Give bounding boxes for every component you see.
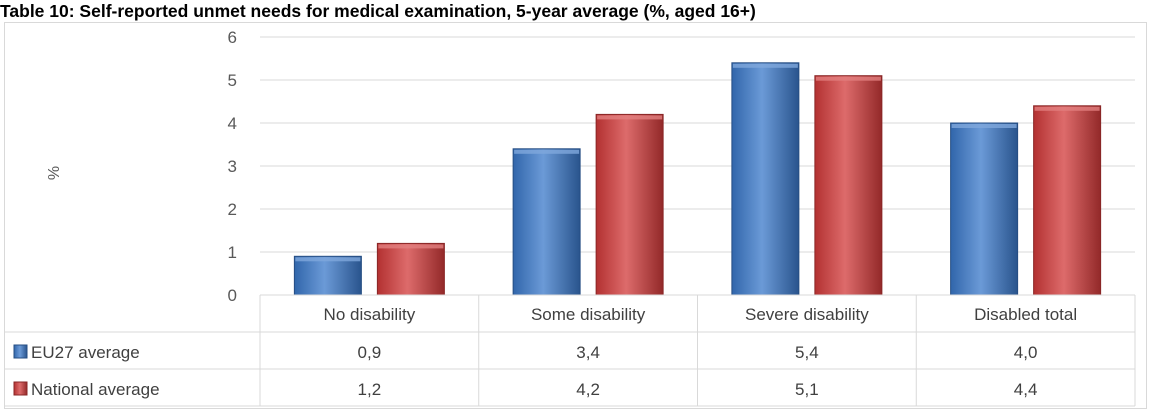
bar-bevel xyxy=(815,76,881,81)
data-label: 0,9 xyxy=(358,343,382,362)
data-label: 5,4 xyxy=(795,343,819,362)
chart-frame: 0 1 2 3 4 5 6% No disability Some disability Seve… xyxy=(4,22,1147,409)
category-label: Disabled total xyxy=(974,305,1077,324)
legend-key-0 xyxy=(13,344,28,359)
y-tick-label: 2 xyxy=(228,200,237,219)
y-tick-label: 3 xyxy=(228,157,237,176)
bar-eu27-0 xyxy=(293,255,362,296)
data-label: 4,0 xyxy=(1014,343,1038,362)
bar-bevel xyxy=(295,257,361,262)
category-label: Severe disability xyxy=(745,305,869,324)
bar-bevel xyxy=(514,149,580,154)
bar-eu27-3 xyxy=(950,122,1019,296)
data-label: 1,2 xyxy=(358,380,382,399)
bar-national-3 xyxy=(1033,105,1102,296)
bar-bevel xyxy=(378,244,444,249)
y-tick-label: 0 xyxy=(228,286,237,305)
chart-title: Table 10: Self-reported unmet needs for … xyxy=(0,1,756,21)
bar-bevel xyxy=(732,63,798,68)
bar-bevel xyxy=(597,115,663,120)
bar-bevel xyxy=(1034,106,1100,111)
category-label: Some disability xyxy=(531,305,646,324)
data-label: 5,1 xyxy=(795,380,819,399)
bar-chart: 0 1 2 3 4 5 6% No disability Some disability Seve… xyxy=(5,28,1136,407)
bar-national-0 xyxy=(376,242,445,296)
legend-label: EU27 average xyxy=(31,343,140,362)
bar-national-1 xyxy=(595,113,664,296)
bar-bevel xyxy=(951,124,1017,128)
data-label: 3,4 xyxy=(576,343,600,362)
bar-national-2 xyxy=(814,75,883,296)
y-tick-label: 1 xyxy=(228,243,237,262)
legend-key-1 xyxy=(13,381,28,396)
bar-eu27-2 xyxy=(731,62,800,296)
y-tick-label: 6 xyxy=(228,28,237,47)
bar-eu27-1 xyxy=(512,148,581,296)
category-label: No disability xyxy=(324,305,416,324)
y-axis-title: % xyxy=(46,166,63,180)
legend-label: National average xyxy=(31,380,160,399)
data-label: 4,2 xyxy=(576,380,600,399)
y-tick-label: 5 xyxy=(228,71,237,90)
y-tick-label: 4 xyxy=(228,114,237,133)
data-label: 4,4 xyxy=(1014,380,1038,399)
